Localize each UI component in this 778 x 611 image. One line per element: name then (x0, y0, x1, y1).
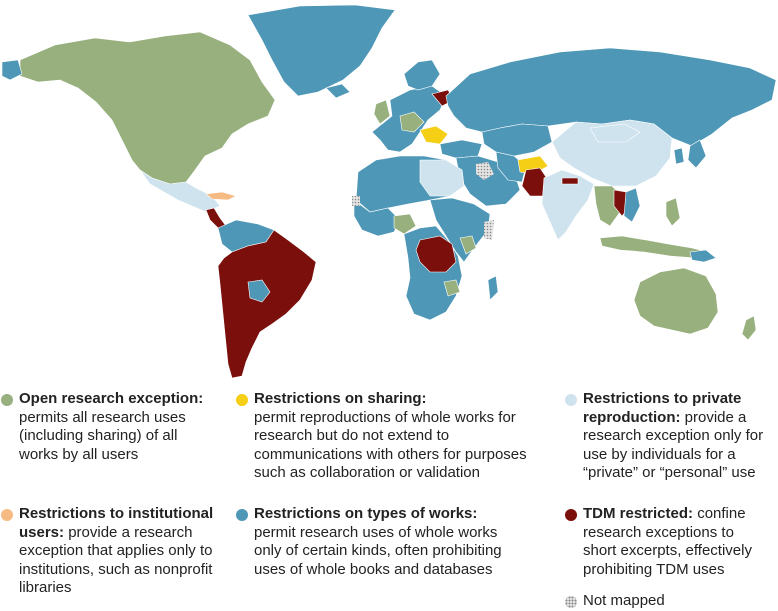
legend-text: provide a research exception only for us… (583, 408, 764, 482)
legend-dot-open-research (1, 394, 13, 406)
legend-dot-institutional (1, 509, 13, 521)
region-nepal-tdm (561, 177, 579, 185)
region-scandinavia (403, 59, 441, 91)
legend-text: permit reproductions of whole works for … (254, 408, 527, 482)
region-uganda-kenya (459, 235, 477, 255)
legend-sharing: Restrictions on sharing: permit reproduc… (236, 390, 549, 483)
region-drc (415, 235, 457, 273)
region-india (541, 169, 595, 241)
legend-text: provide a research exception that applie… (19, 523, 213, 597)
legend-title: Restrictions to institutional users: (19, 505, 214, 541)
legend-dot-sharing (236, 394, 248, 406)
region-balkans-sharing (419, 125, 449, 145)
region-new-zealand (741, 315, 757, 341)
region-turkey (439, 139, 483, 159)
region-vietnam (623, 187, 641, 223)
legend-works: Restrictions on types of works: permit r… (236, 505, 504, 579)
region-bolivia (247, 279, 271, 303)
region-kazakhstan (481, 123, 553, 157)
region-libya-egypt (419, 159, 465, 197)
region-greenland (247, 4, 396, 97)
region-china (551, 119, 673, 187)
region-alaska-tip (1, 59, 23, 81)
legend-dot-not-mapped (565, 596, 577, 608)
region-south-america-tdm (217, 229, 317, 379)
region-australia (633, 267, 719, 335)
legend-title: Restrictions on types of works: (254, 505, 478, 522)
region-central-america (205, 207, 227, 229)
legend-text: permits all research uses (including sha… (19, 408, 186, 463)
legend-title: Restrictions on sharing: (254, 390, 427, 407)
legend-institutional: Restrictions to institutional users: pro… (1, 505, 219, 598)
region-central-europe (399, 111, 425, 133)
region-korea (673, 147, 685, 165)
region-uk (373, 99, 391, 125)
legend-dot-tdm (565, 509, 577, 521)
legend-dot-works (236, 509, 248, 521)
legend-title: Open research exception: (19, 390, 204, 407)
region-mexico (139, 169, 221, 213)
region-mongolia (589, 123, 641, 143)
region-not-mapped-west-sahara (352, 196, 360, 206)
legend-tdm: TDM restricted: confine research excepti… (565, 505, 763, 579)
region-papua (689, 249, 717, 263)
region-not-mapped-sahara (476, 162, 494, 180)
legend-not-mapped: Not mapped (565, 592, 763, 611)
legend-open-research: Open research exception: permits all res… (1, 390, 219, 464)
region-madagascar (487, 275, 499, 301)
region-zambia-zimbabwe (443, 279, 461, 297)
legend-dot-private (565, 394, 577, 406)
region-north-america (19, 31, 276, 185)
region-iran (495, 151, 527, 183)
legend-private: Restrictions to private reproduction: pr… (565, 390, 775, 483)
region-caribbean (205, 191, 237, 201)
legend-text: confine research exceptions to short exc… (583, 505, 752, 578)
legend-text: Not mapped (583, 592, 665, 609)
legend-text: permit research uses of whole works only… (254, 523, 502, 578)
region-iceland (325, 83, 351, 99)
region-japan (687, 139, 707, 169)
world-map (1, 4, 777, 379)
legend-title: TDM restricted: (583, 505, 694, 522)
region-not-mapped-somalia (484, 220, 494, 240)
region-west-africa (353, 199, 401, 237)
region-nigeria (393, 213, 417, 235)
legend-title: Restrictions to private reproduction: (583, 390, 742, 426)
region-philippines (665, 197, 681, 227)
